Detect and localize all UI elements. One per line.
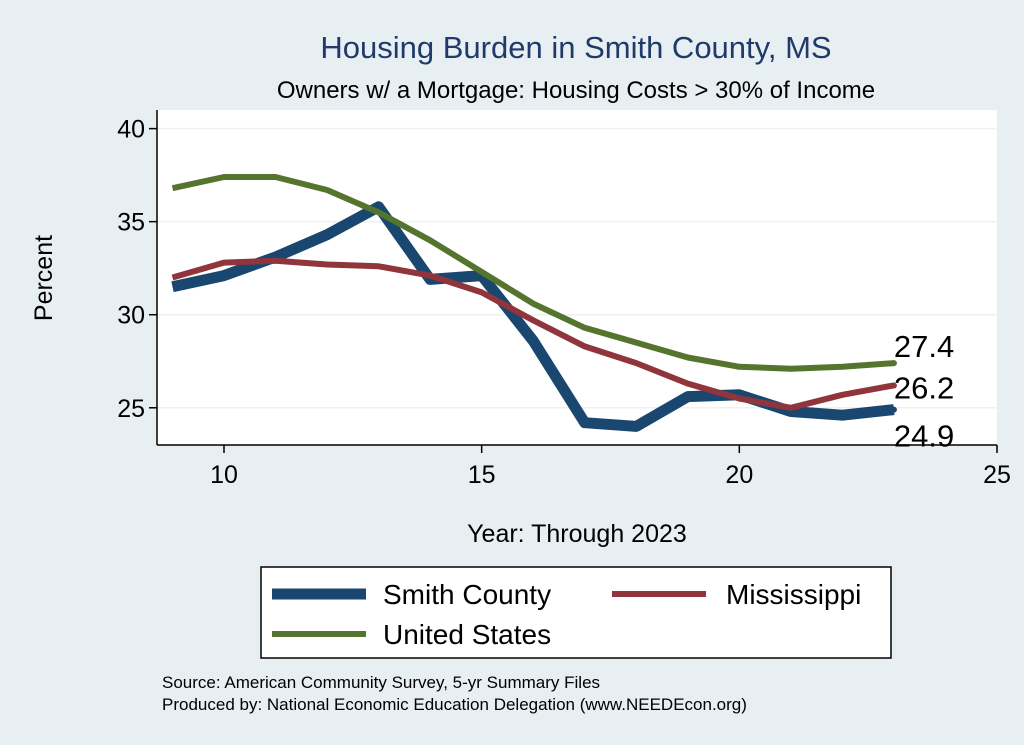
legend-box (260, 566, 892, 659)
chart-title: Housing Burden in Smith County, MS (320, 30, 831, 65)
x-tick-label-25: 25 (983, 461, 1011, 489)
source-note: Source: American Community Survey, 5-yr … (162, 673, 600, 692)
legend-label-united-states: United States (383, 619, 551, 650)
x-axis-label: Year: Through 2023 (467, 520, 687, 548)
x-tick-label-20: 20 (725, 461, 753, 489)
x-tick-label-10: 10 (210, 461, 238, 489)
x-tick-label-15: 15 (468, 461, 496, 489)
end-label-united-states: 27.4 (894, 329, 954, 364)
legend-label-mississippi: Mississippi (726, 579, 861, 610)
y-tick-label-25: 25 (117, 395, 145, 423)
y-tick-label-35: 35 (117, 209, 145, 237)
plot-area (157, 110, 997, 445)
end-labels: 24.9 26.2 27.4 (894, 329, 954, 454)
producer-note: Produced by: National Economic Education… (162, 695, 747, 714)
end-label-smith-county: 24.9 (894, 419, 954, 454)
series-end-point-smith-county (890, 406, 897, 413)
series-lines (171, 174, 897, 432)
chart-subtitle: Owners w/ a Mortgage: Housing Costs > 30… (277, 77, 875, 104)
y-tick-label-30: 30 (117, 302, 145, 330)
series-line-mississippi (171, 257, 895, 411)
legend-label-smith-county: Smith County (383, 579, 551, 610)
series-end-point-mississippi (890, 382, 897, 389)
y-axis-label: Percent (30, 235, 58, 321)
y-tick-label-40: 40 (117, 116, 145, 144)
series-end-point-united-states (890, 360, 897, 367)
x-axis-ticks: 10 15 20 25 (210, 445, 1011, 489)
series-line-united-states (171, 174, 895, 372)
end-label-mississippi: 26.2 (894, 370, 954, 405)
legend: Smith County Mississippi United States (260, 566, 892, 659)
y-axis-ticks: 25 30 35 40 (117, 116, 157, 423)
